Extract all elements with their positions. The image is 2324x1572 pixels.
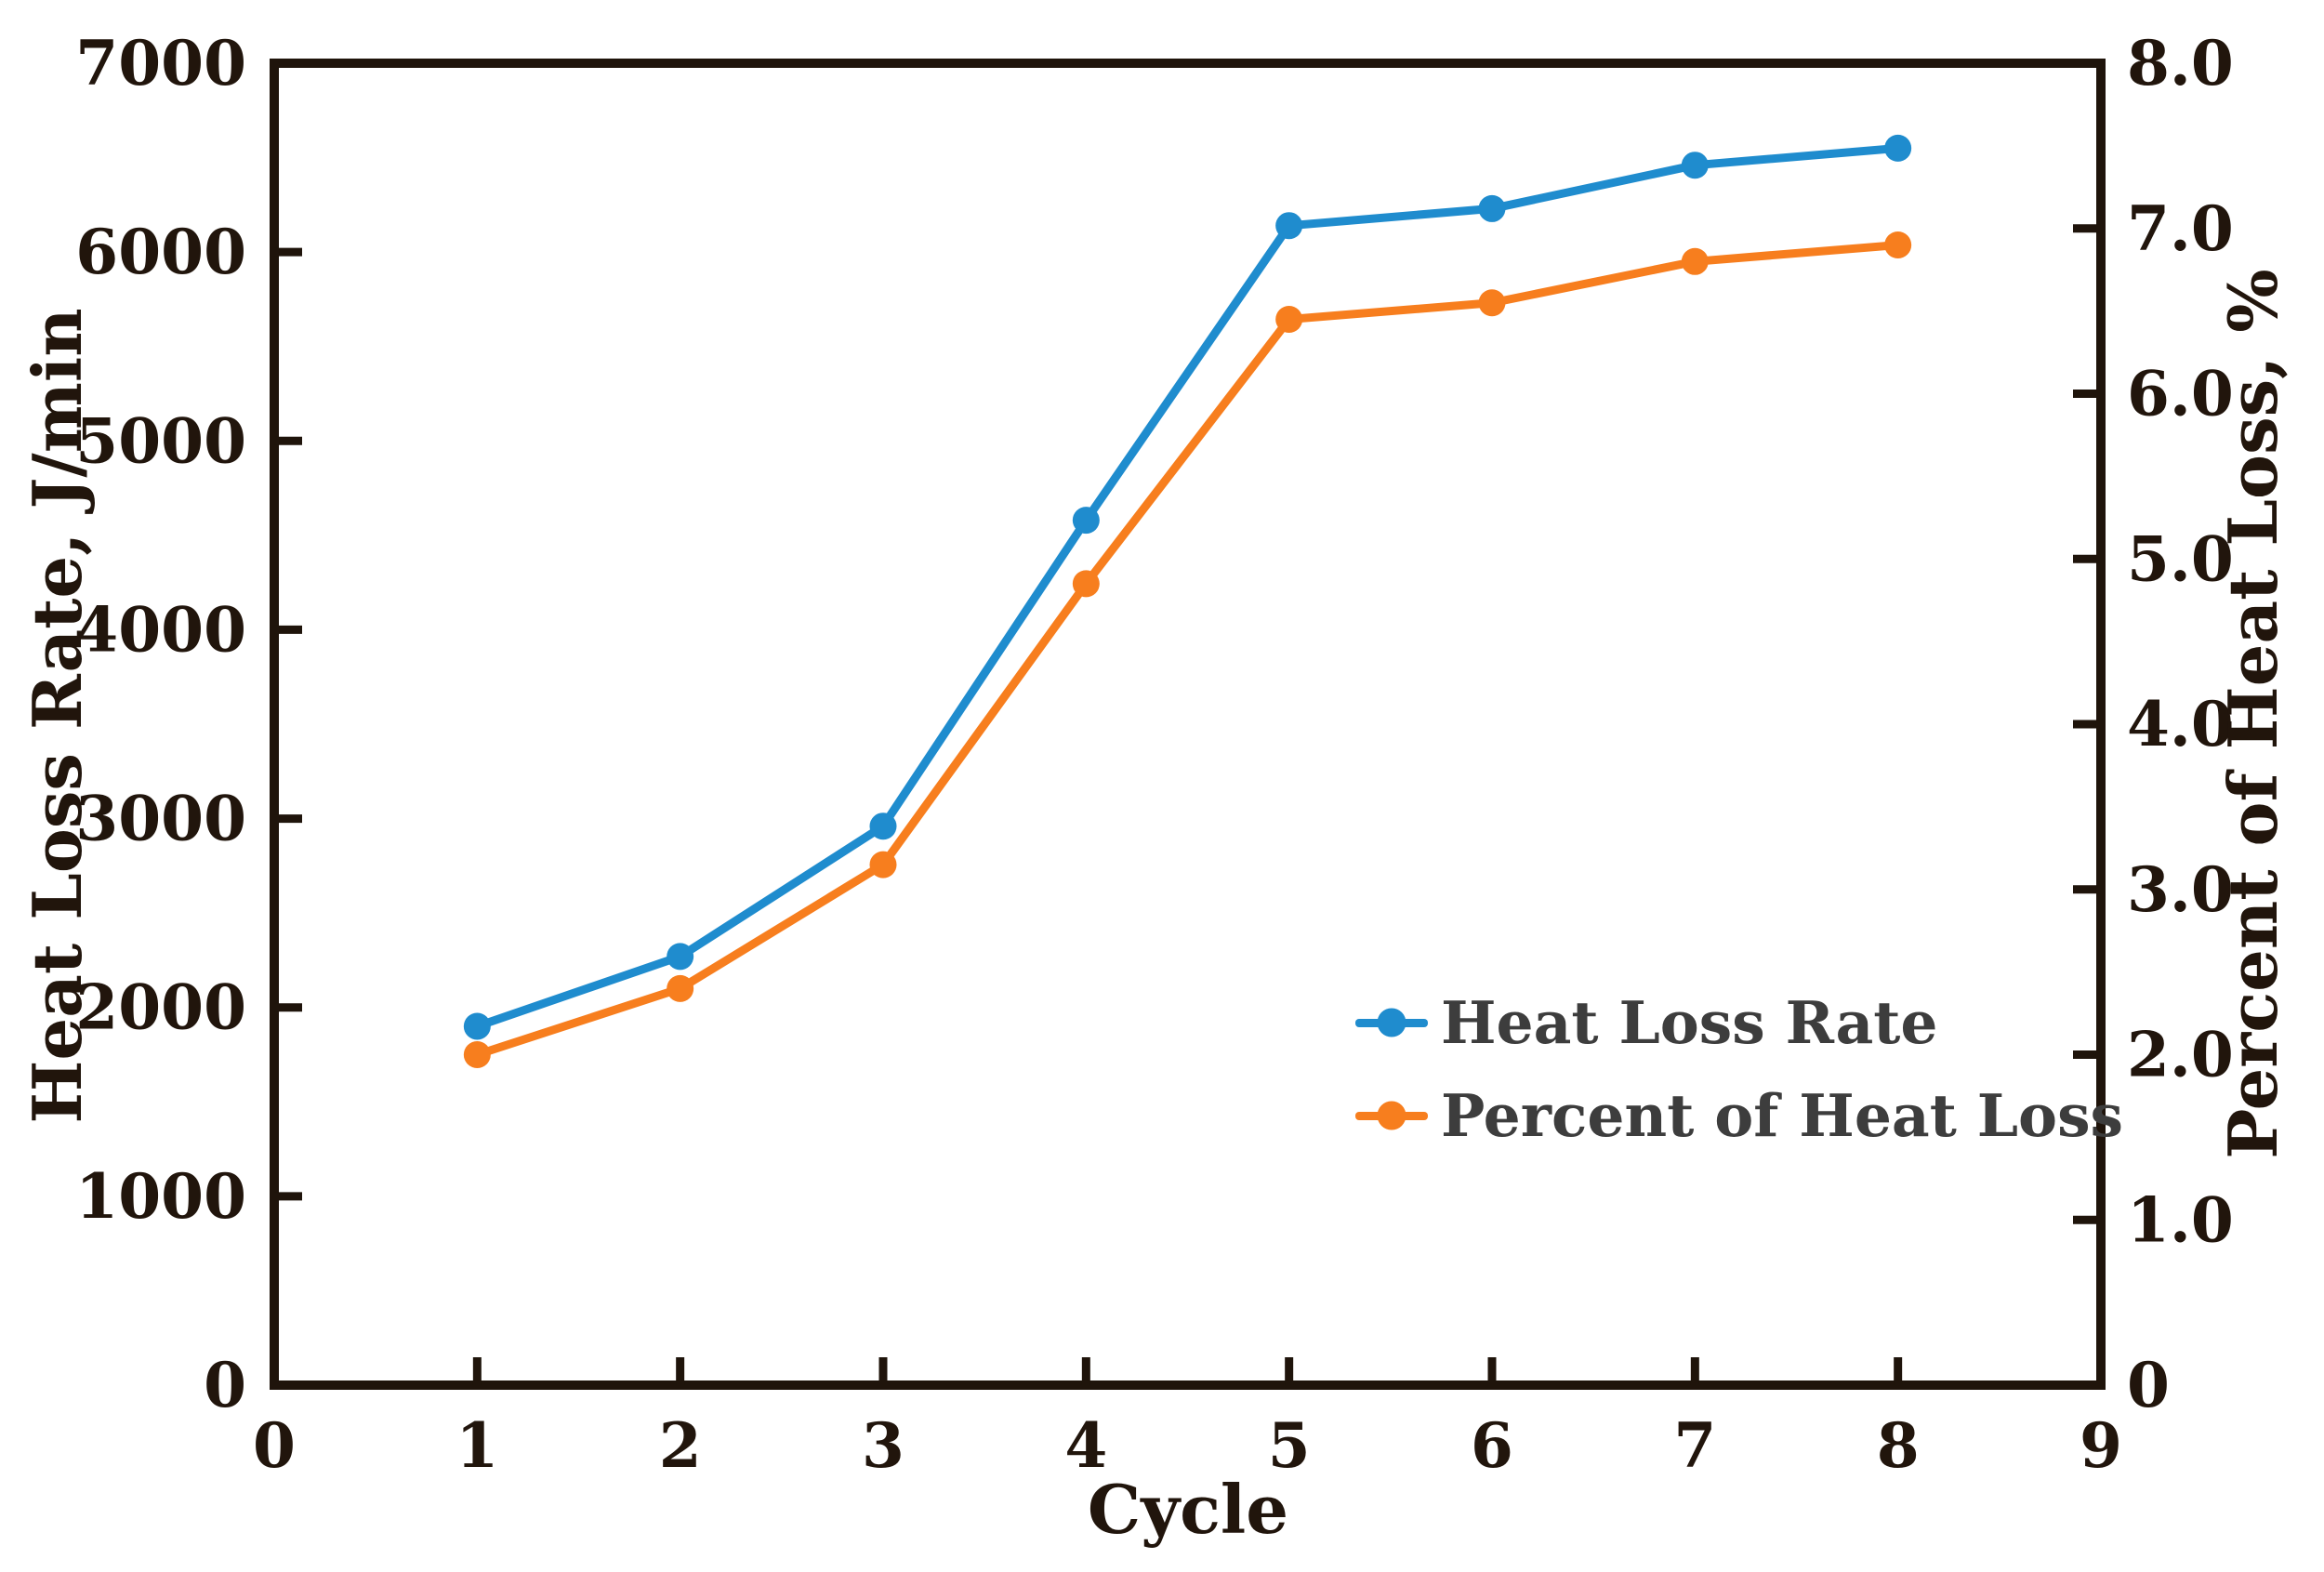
data-point-marker xyxy=(1884,134,1912,162)
x-axis-title: Cycle xyxy=(1087,1470,1289,1549)
y-axis-title-right: Percent of Heat Loss, % xyxy=(2213,269,2292,1159)
tick-label: 1000 xyxy=(75,1160,246,1233)
legend-marker-line-dot-icon xyxy=(1355,1008,1428,1037)
tick-label: 0 xyxy=(204,1349,246,1421)
legend-entry-percent-of-heat-loss: Percent of Heat Loss xyxy=(1355,1069,2123,1162)
tick-label: 4 xyxy=(1064,1409,1107,1482)
tick-label: 1 xyxy=(456,1409,498,1482)
tick-label: 2.0 xyxy=(2127,1019,2234,1091)
data-point-marker xyxy=(1275,306,1303,334)
tick-label: 8.0 xyxy=(2127,27,2234,99)
data-point-marker xyxy=(869,851,897,878)
data-point-marker xyxy=(1072,570,1100,598)
legend-marker-line-dot-icon xyxy=(1355,1101,1428,1130)
series-heat-loss-rate xyxy=(463,134,1912,1040)
data-point-marker xyxy=(1681,152,1709,179)
plot-border xyxy=(270,59,2106,1390)
series-percent-of-heat-loss xyxy=(463,231,1912,1068)
series-line xyxy=(472,241,1903,1059)
data-point-marker xyxy=(869,812,897,840)
tick-label: 7 xyxy=(1673,1409,1716,1482)
data-point-marker xyxy=(463,1012,491,1040)
legend-label: Heat Loss Rate xyxy=(1441,987,1938,1057)
tick-label: 3000 xyxy=(75,783,246,855)
tick-label: 6000 xyxy=(75,216,246,288)
tick-label: 2 xyxy=(659,1409,702,1482)
data-point-marker xyxy=(667,974,694,1002)
data-point-marker xyxy=(667,943,694,971)
y-axis-title-left: Heat Loss Rate, J/min xyxy=(18,308,97,1124)
data-point-marker xyxy=(463,1041,491,1068)
tick-label: 1.0 xyxy=(2127,1183,2234,1256)
data-point-marker xyxy=(1884,231,1912,259)
data-point-marker xyxy=(1478,289,1506,317)
legend-label: Percent of Heat Loss xyxy=(1441,1080,2124,1150)
tick-label: 2000 xyxy=(75,971,246,1044)
tick-label: 5000 xyxy=(75,404,246,477)
data-point-marker xyxy=(1681,247,1709,275)
tick-label: 0 xyxy=(2127,1349,2170,1421)
tick-label: 4.0 xyxy=(2127,688,2234,760)
tick-label: 8 xyxy=(1877,1409,1920,1482)
data-point-marker xyxy=(1478,194,1506,222)
tick-label: 5 xyxy=(1268,1409,1311,1482)
series-line xyxy=(472,143,1903,1031)
axis-tick-labels: 0 1 2 3 4 5 6 7 8 9010002000300040005000600070000… xyxy=(75,27,2234,1482)
data-point-marker xyxy=(1072,507,1100,535)
tick-label: 5.0 xyxy=(2127,522,2234,595)
tick-label: 6.0 xyxy=(2127,358,2234,430)
tick-label: 7.0 xyxy=(2127,192,2234,265)
legend-entry-heat-loss-rate: Heat Loss Rate xyxy=(1355,976,1937,1069)
data-point-marker xyxy=(1275,212,1303,240)
tick-label: 0 xyxy=(253,1409,296,1482)
tick-label: 3.0 xyxy=(2127,853,2234,926)
axis-ticks xyxy=(270,59,2106,1390)
tick-label: 6 xyxy=(1471,1409,1513,1482)
tick-label: 7000 xyxy=(75,27,246,99)
tick-label: 3 xyxy=(862,1409,905,1482)
tick-label: 9 xyxy=(2080,1409,2122,1482)
tick-label: 4000 xyxy=(75,593,246,666)
